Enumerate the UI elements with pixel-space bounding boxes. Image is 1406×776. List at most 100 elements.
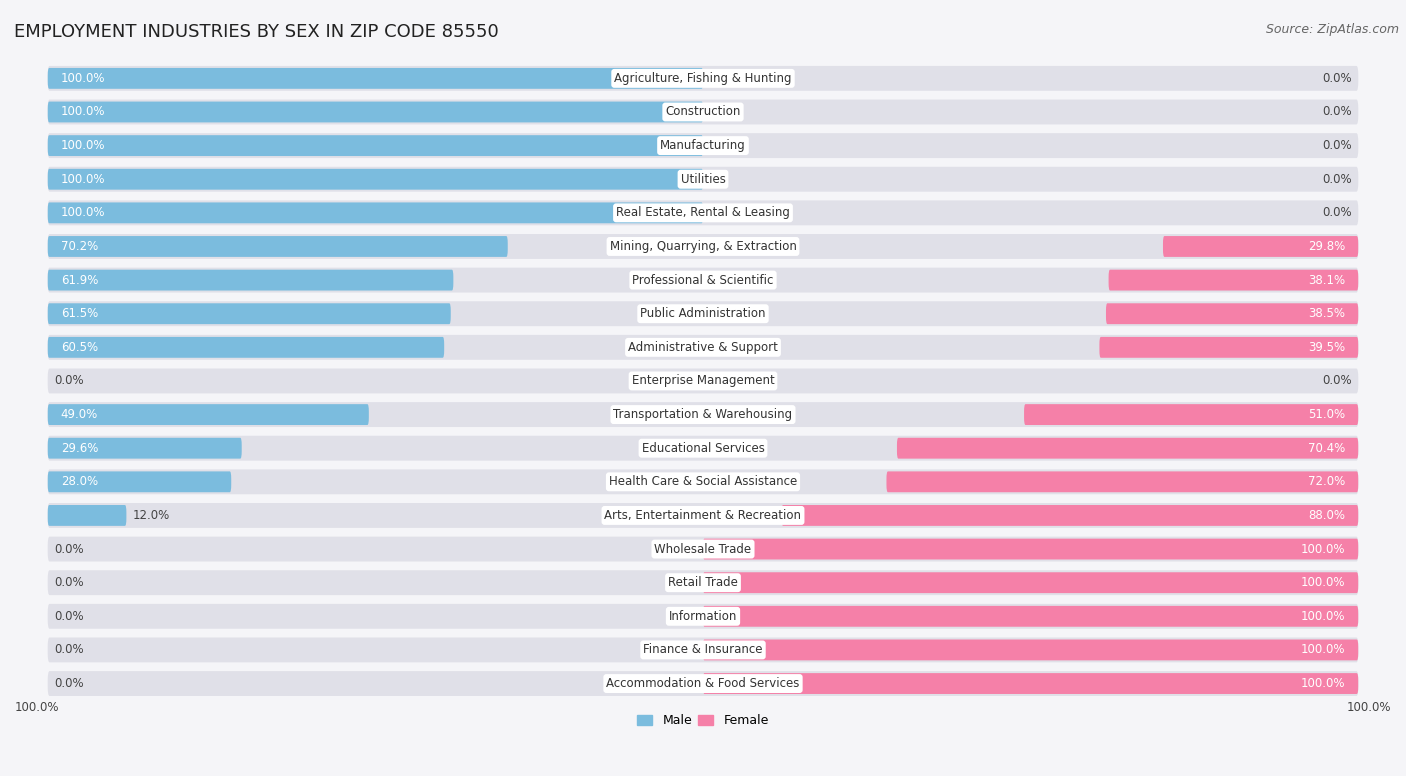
- Text: Manufacturing: Manufacturing: [661, 139, 745, 152]
- Text: 100.0%: 100.0%: [1301, 610, 1346, 623]
- Text: 0.0%: 0.0%: [1322, 206, 1351, 220]
- Text: 29.8%: 29.8%: [1308, 240, 1346, 253]
- Text: 70.2%: 70.2%: [60, 240, 98, 253]
- Text: 100.0%: 100.0%: [60, 139, 105, 152]
- FancyBboxPatch shape: [48, 337, 444, 358]
- Text: Transportation & Warehousing: Transportation & Warehousing: [613, 408, 793, 421]
- FancyBboxPatch shape: [48, 200, 1358, 225]
- Text: 100.0%: 100.0%: [1301, 577, 1346, 589]
- Text: 100.0%: 100.0%: [60, 206, 105, 220]
- Text: 38.5%: 38.5%: [1308, 307, 1346, 320]
- FancyBboxPatch shape: [48, 404, 368, 425]
- Text: 61.5%: 61.5%: [60, 307, 98, 320]
- FancyBboxPatch shape: [48, 169, 703, 189]
- FancyBboxPatch shape: [48, 471, 231, 492]
- FancyBboxPatch shape: [48, 671, 1358, 696]
- Text: 100.0%: 100.0%: [1347, 701, 1391, 714]
- FancyBboxPatch shape: [48, 402, 1358, 427]
- FancyBboxPatch shape: [48, 570, 1358, 595]
- FancyBboxPatch shape: [48, 369, 1358, 393]
- Text: 100.0%: 100.0%: [1301, 677, 1346, 690]
- FancyBboxPatch shape: [48, 469, 1358, 494]
- FancyBboxPatch shape: [48, 303, 451, 324]
- Legend: Male, Female: Male, Female: [633, 709, 773, 733]
- Text: Retail Trade: Retail Trade: [668, 577, 738, 589]
- FancyBboxPatch shape: [48, 503, 1358, 528]
- Text: 100.0%: 100.0%: [60, 173, 105, 185]
- Text: 12.0%: 12.0%: [134, 509, 170, 522]
- FancyBboxPatch shape: [48, 236, 508, 257]
- Text: 0.0%: 0.0%: [55, 577, 84, 589]
- Text: 0.0%: 0.0%: [1322, 72, 1351, 85]
- Text: Construction: Construction: [665, 106, 741, 119]
- FancyBboxPatch shape: [1099, 337, 1358, 358]
- Text: 28.0%: 28.0%: [60, 476, 98, 488]
- FancyBboxPatch shape: [1024, 404, 1358, 425]
- Text: 0.0%: 0.0%: [55, 375, 84, 387]
- Text: 0.0%: 0.0%: [1322, 173, 1351, 185]
- FancyBboxPatch shape: [703, 673, 1358, 694]
- Text: Health Care & Social Assistance: Health Care & Social Assistance: [609, 476, 797, 488]
- FancyBboxPatch shape: [703, 606, 1358, 627]
- Text: 51.0%: 51.0%: [1308, 408, 1346, 421]
- FancyBboxPatch shape: [48, 335, 1358, 360]
- Text: Educational Services: Educational Services: [641, 442, 765, 455]
- Text: Arts, Entertainment & Recreation: Arts, Entertainment & Recreation: [605, 509, 801, 522]
- Text: 100.0%: 100.0%: [15, 701, 59, 714]
- Text: Wholesale Trade: Wholesale Trade: [654, 542, 752, 556]
- FancyBboxPatch shape: [48, 301, 1358, 326]
- FancyBboxPatch shape: [48, 436, 1358, 461]
- Text: 0.0%: 0.0%: [1322, 375, 1351, 387]
- Text: 72.0%: 72.0%: [1308, 476, 1346, 488]
- Text: Mining, Quarrying, & Extraction: Mining, Quarrying, & Extraction: [610, 240, 796, 253]
- Text: Information: Information: [669, 610, 737, 623]
- FancyBboxPatch shape: [1108, 270, 1358, 290]
- Text: Finance & Insurance: Finance & Insurance: [644, 643, 762, 656]
- FancyBboxPatch shape: [897, 438, 1358, 459]
- Text: 0.0%: 0.0%: [1322, 139, 1351, 152]
- FancyBboxPatch shape: [48, 234, 1358, 259]
- Text: Administrative & Support: Administrative & Support: [628, 341, 778, 354]
- FancyBboxPatch shape: [48, 438, 242, 459]
- FancyBboxPatch shape: [703, 572, 1358, 593]
- FancyBboxPatch shape: [48, 505, 127, 526]
- Text: 100.0%: 100.0%: [1301, 542, 1346, 556]
- Text: 100.0%: 100.0%: [1301, 643, 1346, 656]
- Text: 38.1%: 38.1%: [1308, 274, 1346, 286]
- Text: Enterprise Management: Enterprise Management: [631, 375, 775, 387]
- Text: 0.0%: 0.0%: [1322, 106, 1351, 119]
- FancyBboxPatch shape: [48, 68, 703, 88]
- Text: Agriculture, Fishing & Hunting: Agriculture, Fishing & Hunting: [614, 72, 792, 85]
- Text: 0.0%: 0.0%: [55, 643, 84, 656]
- FancyBboxPatch shape: [48, 268, 1358, 293]
- FancyBboxPatch shape: [48, 66, 1358, 91]
- FancyBboxPatch shape: [48, 638, 1358, 663]
- Text: 100.0%: 100.0%: [60, 72, 105, 85]
- FancyBboxPatch shape: [782, 505, 1358, 526]
- FancyBboxPatch shape: [703, 639, 1358, 660]
- FancyBboxPatch shape: [48, 604, 1358, 629]
- Text: 61.9%: 61.9%: [60, 274, 98, 286]
- Text: 88.0%: 88.0%: [1308, 509, 1346, 522]
- Text: Accommodation & Food Services: Accommodation & Food Services: [606, 677, 800, 690]
- FancyBboxPatch shape: [1163, 236, 1358, 257]
- FancyBboxPatch shape: [886, 471, 1358, 492]
- FancyBboxPatch shape: [48, 270, 453, 290]
- Text: Public Administration: Public Administration: [640, 307, 766, 320]
- Text: 29.6%: 29.6%: [60, 442, 98, 455]
- Text: 0.0%: 0.0%: [55, 677, 84, 690]
- Text: Source: ZipAtlas.com: Source: ZipAtlas.com: [1265, 23, 1399, 36]
- Text: 70.4%: 70.4%: [1308, 442, 1346, 455]
- Text: Utilities: Utilities: [681, 173, 725, 185]
- FancyBboxPatch shape: [48, 99, 1358, 124]
- FancyBboxPatch shape: [703, 539, 1358, 559]
- Text: 100.0%: 100.0%: [60, 106, 105, 119]
- Text: 49.0%: 49.0%: [60, 408, 98, 421]
- FancyBboxPatch shape: [48, 167, 1358, 192]
- FancyBboxPatch shape: [1107, 303, 1358, 324]
- FancyBboxPatch shape: [48, 537, 1358, 562]
- Text: 0.0%: 0.0%: [55, 610, 84, 623]
- Text: 0.0%: 0.0%: [55, 542, 84, 556]
- FancyBboxPatch shape: [48, 203, 703, 223]
- Text: 39.5%: 39.5%: [1308, 341, 1346, 354]
